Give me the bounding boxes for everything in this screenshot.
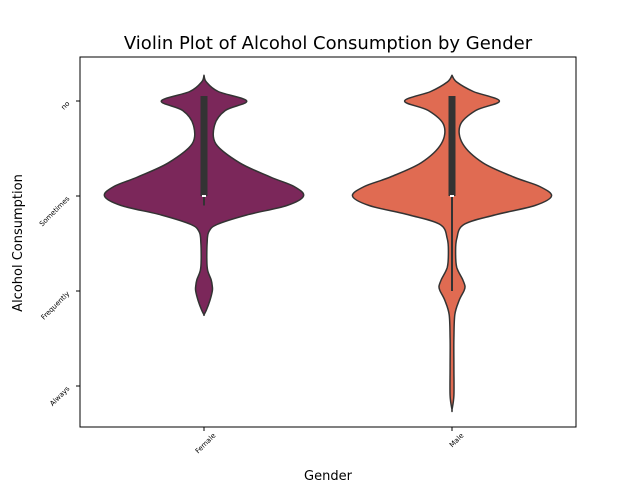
x-axis-label: Gender <box>304 469 353 480</box>
violins-layer <box>103 74 553 413</box>
y-axis-label: Alcohol Consumption <box>11 174 26 312</box>
y-tick-label-always: Always <box>48 385 71 408</box>
x-axis: Female Male <box>194 427 465 456</box>
chart-title: Violin Plot of Alcohol Consumption by Ge… <box>124 33 533 54</box>
median-marker-female <box>202 195 206 197</box>
y-axis: no Sometimes Frequently Always <box>38 100 80 408</box>
y-tick-label-no: no <box>60 100 72 112</box>
y-tick-label-sometimes: Sometimes <box>38 195 72 229</box>
median-marker-male <box>450 195 454 197</box>
x-tick-label-female: Female <box>194 432 218 456</box>
iqr-box-male <box>448 96 456 196</box>
plot-frame <box>79 56 577 428</box>
iqr-box-female <box>200 96 208 196</box>
x-tick-label-male: Male <box>448 432 465 449</box>
y-tick-label-frequently: Frequently <box>40 290 72 322</box>
